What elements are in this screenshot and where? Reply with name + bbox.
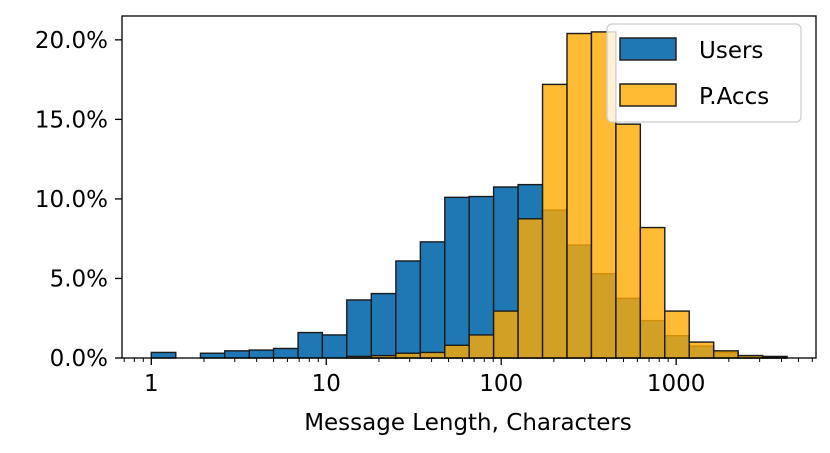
users-bar — [199, 352, 226, 359]
y-tick-label: 5.0% — [50, 266, 108, 292]
x-axis-title: Message Length, Characters — [304, 410, 632, 436]
legend-swatch-paccs — [619, 83, 677, 107]
users-bar — [297, 331, 324, 359]
users-bars — [150, 183, 788, 359]
legend-label-users: Users — [699, 38, 763, 64]
legend-label-paccs: P.Accs — [699, 84, 769, 110]
users-bar — [419, 241, 446, 359]
y-tick-label: 15.0% — [35, 107, 108, 133]
x-tick-label: 10 — [312, 371, 341, 397]
paccs-bar — [468, 334, 495, 359]
y-axis-ticks: 0.0% 5.0% 10.0% 15.0% 20.0% — [35, 28, 122, 372]
paccs-bar — [664, 310, 690, 359]
paccs-bar — [419, 351, 446, 359]
paccs-bar — [492, 310, 519, 359]
users-bar — [370, 292, 397, 359]
users-bar — [248, 349, 275, 359]
x-tick-label: 1000 — [647, 371, 706, 397]
users-bar — [321, 334, 348, 359]
users-bar — [346, 299, 373, 359]
users-bar — [395, 260, 422, 359]
users-bar — [444, 196, 470, 359]
paccs-bar — [566, 32, 593, 359]
legend-swatch-users — [619, 37, 677, 61]
paccs-bars — [346, 31, 788, 359]
paccs-bar — [517, 218, 544, 359]
x-axis-ticks: 1 10 100 1000 — [123, 358, 813, 397]
paccs-bar — [395, 352, 422, 359]
y-tick-label: 0.0% — [50, 346, 108, 372]
paccs-bar — [688, 341, 715, 359]
y-tick-label: 10.0% — [35, 187, 108, 213]
paccs-bar — [444, 344, 470, 359]
y-tick-label: 20.0% — [35, 28, 108, 54]
users-bar — [150, 351, 177, 359]
paccs-bar — [615, 123, 642, 359]
legend: Users P.Accs — [606, 23, 802, 123]
paccs-bar — [541, 83, 568, 359]
plot-frame — [121, 15, 817, 359]
paccs-bar — [712, 350, 739, 359]
users-bar — [272, 347, 299, 359]
users-bar — [224, 350, 250, 359]
axes — [121, 15, 817, 359]
users-bar — [468, 195, 495, 359]
x-tick-label: 1 — [144, 371, 159, 397]
x-tick-label: 100 — [479, 371, 523, 397]
paccs-bar — [639, 226, 666, 359]
